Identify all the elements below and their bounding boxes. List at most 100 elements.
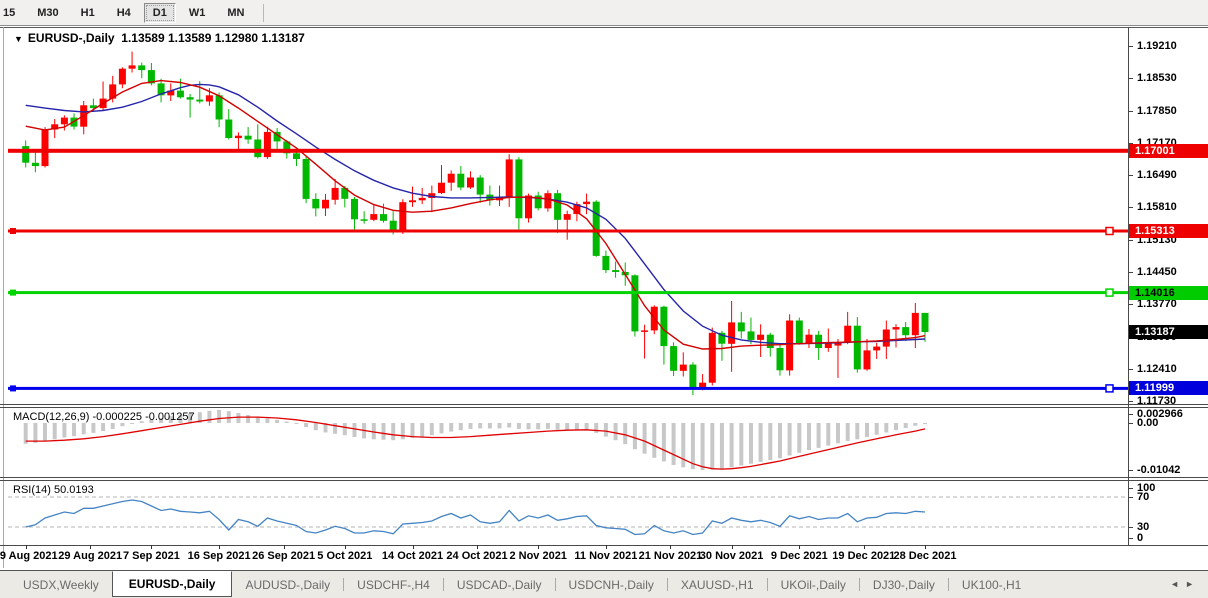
candle-body[interactable] — [882, 329, 890, 347]
candle-body[interactable] — [128, 65, 136, 69]
horizontal-line-1.15313[interactable] — [8, 229, 1128, 233]
tab-ukoil-daily[interactable]: UKOil-,Daily — [780, 577, 846, 592]
pane-separator[interactable] — [0, 404, 1208, 405]
tab-audusd-daily[interactable]: AUDUSD-,Daily — [245, 577, 331, 592]
candle-body[interactable] — [447, 173, 455, 183]
date-axis[interactable]: 19 Aug 2021 29 Aug 2021 7 Sep 2021 16 Sep 2… — [0, 545, 1128, 568]
line-handle-left[interactable] — [10, 289, 16, 296]
candle-body[interactable] — [612, 270, 620, 272]
candle-body[interactable] — [196, 99, 204, 102]
macd-pane[interactable] — [8, 408, 1128, 477]
candle-body[interactable] — [302, 159, 310, 199]
tab-scroll-arrows[interactable]: ◄► — [1170, 579, 1200, 589]
candle-body[interactable] — [476, 177, 484, 195]
candle-body[interactable] — [389, 220, 397, 232]
candle-body[interactable] — [554, 193, 562, 220]
tab-uk100-h1[interactable]: UK100-,H1 — [961, 577, 1022, 592]
candle-body[interactable] — [515, 159, 523, 219]
candle-body[interactable] — [699, 382, 707, 389]
candle-body[interactable] — [921, 312, 929, 332]
tab-usdx-weekly[interactable]: USDX,Weekly — [23, 577, 99, 592]
candle-body[interactable] — [167, 90, 175, 96]
price-axis[interactable]: 1.19210 1.18530 1.17850 1.17170 1.16490 1.158… — [1128, 0, 1208, 598]
candle-body[interactable] — [689, 364, 697, 389]
candle-body[interactable] — [118, 68, 126, 85]
candle-body[interactable] — [360, 219, 368, 221]
candle-body[interactable] — [254, 139, 262, 158]
candle-body[interactable] — [863, 350, 871, 370]
candle-body[interactable] — [660, 306, 668, 347]
candle-body[interactable] — [757, 334, 765, 340]
candle-body[interactable] — [409, 200, 416, 203]
main-chart-pane[interactable] — [8, 30, 1128, 404]
line-handle-right[interactable] — [1105, 384, 1114, 393]
candle-body[interactable] — [225, 119, 233, 139]
candle-body[interactable] — [293, 153, 300, 159]
candle-body[interactable] — [89, 105, 97, 109]
candle-body[interactable] — [351, 198, 358, 220]
candle-body[interactable] — [544, 193, 552, 209]
ma-blue-line[interactable] — [25, 83, 926, 345]
price-tag-1.15313[interactable]: 1.15313 — [1129, 224, 1208, 238]
candle-body[interactable] — [815, 334, 823, 348]
candle-body[interactable] — [41, 129, 49, 167]
pane-separator[interactable] — [0, 477, 1208, 478]
line-handle-right[interactable] — [1105, 226, 1114, 236]
candle-body[interactable] — [505, 159, 513, 197]
line-handle-left[interactable] — [10, 228, 16, 234]
candle-body[interactable] — [824, 342, 832, 348]
candle-body[interactable] — [747, 331, 755, 340]
candle-body[interactable] — [60, 117, 68, 125]
candle-body[interactable] — [902, 327, 910, 336]
candle-body[interactable] — [679, 364, 687, 371]
candle-body[interactable] — [138, 65, 146, 71]
tab-eurusd-daily[interactable]: EURUSD-,Daily — [111, 571, 233, 597]
candle-body[interactable] — [22, 146, 30, 163]
candle-body[interactable] — [263, 131, 271, 158]
price-tag-1.17001[interactable]: 1.17001 — [1129, 143, 1208, 158]
candle-body[interactable] — [283, 141, 291, 154]
candle-body[interactable] — [592, 201, 600, 256]
candle-body[interactable] — [31, 162, 39, 167]
macd-signal-line[interactable] — [25, 416, 926, 470]
candle-body[interactable] — [670, 346, 678, 371]
timeframe-button-h4[interactable]: H4 — [116, 6, 131, 19]
timeframe-button-mn[interactable]: MN — [227, 6, 245, 19]
pane-separator[interactable] — [0, 480, 1208, 481]
candle-body[interactable] — [51, 124, 59, 130]
price-tag-1.14016[interactable]: 1.14016 — [1129, 285, 1208, 300]
tab-usdchf-h4[interactable]: USDCHF-,H4 — [357, 577, 430, 592]
candle-body[interactable] — [157, 83, 165, 96]
candle-body[interactable] — [186, 97, 194, 100]
candle-body[interactable] — [834, 342, 842, 346]
candle-body[interactable] — [331, 187, 339, 200]
candle-body[interactable] — [457, 173, 465, 188]
candle-body[interactable] — [737, 322, 745, 332]
candle-body[interactable] — [631, 275, 639, 332]
horizontal-line-1.17001[interactable] — [8, 148, 1128, 153]
tab-dj30-daily[interactable]: DJ30-,Daily — [872, 577, 935, 592]
candle-body[interactable] — [583, 201, 591, 205]
line-handle-right[interactable] — [1105, 288, 1114, 297]
candle-body[interactable] — [573, 204, 581, 215]
candle-body[interactable] — [418, 197, 426, 201]
macd-histogram[interactable] — [23, 409, 927, 470]
candle-body[interactable] — [892, 327, 900, 330]
candle-body[interactable] — [176, 90, 184, 98]
pane-separator[interactable] — [0, 407, 1208, 408]
candle-body[interactable] — [234, 135, 242, 139]
candle-body[interactable] — [215, 95, 223, 120]
candle-body[interactable] — [428, 193, 436, 198]
tab-usdcnh-daily[interactable]: USDCNH-,Daily — [568, 577, 654, 592]
candle-body[interactable] — [370, 214, 378, 220]
candle-body[interactable] — [641, 330, 649, 332]
candle-body[interactable] — [911, 312, 919, 336]
candle-body[interactable] — [244, 135, 252, 140]
candle-body[interactable] — [399, 202, 407, 232]
rsi-pane[interactable] — [8, 481, 1128, 545]
chart-dropdown-icon[interactable]: ▼ — [14, 34, 23, 44]
candle-body[interactable] — [341, 187, 349, 199]
tab-scroll-right-icon[interactable]: ► — [1185, 579, 1200, 589]
candle-body[interactable] — [718, 332, 726, 344]
candle-body[interactable] — [312, 198, 320, 209]
